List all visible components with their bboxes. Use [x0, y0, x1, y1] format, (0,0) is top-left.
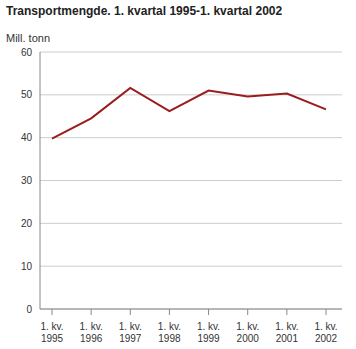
svg-text:40: 40: [21, 132, 33, 143]
svg-text:1. kv.1998: 1. kv.1998: [158, 321, 181, 344]
svg-text:30: 30: [21, 175, 33, 186]
svg-text:1. kv.1995: 1. kv.1995: [40, 321, 63, 344]
svg-text:1. kv.1997: 1. kv.1997: [119, 321, 142, 344]
svg-text:10: 10: [21, 261, 33, 272]
svg-text:60: 60: [21, 47, 33, 58]
svg-text:20: 20: [21, 218, 33, 229]
svg-text:1. kv.2000: 1. kv.2000: [236, 321, 259, 344]
svg-text:1. kv.1999: 1. kv.1999: [197, 321, 220, 344]
svg-text:50: 50: [21, 89, 33, 100]
html-text:Transportmengde. 1. kvartal 19: Transportmengde. 1. kvartal 1995-1. kvar…: [6, 4, 283, 18]
html-text:Mill. tonn: Mill. tonn: [6, 32, 50, 44]
svg-text:1. kv.2002: 1. kv.2002: [314, 321, 337, 344]
svg-text:1. kv.2001: 1. kv.2001: [275, 321, 298, 344]
svg-text:0: 0: [26, 304, 32, 315]
svg-text:1. kv.1996: 1. kv.1996: [80, 321, 103, 344]
